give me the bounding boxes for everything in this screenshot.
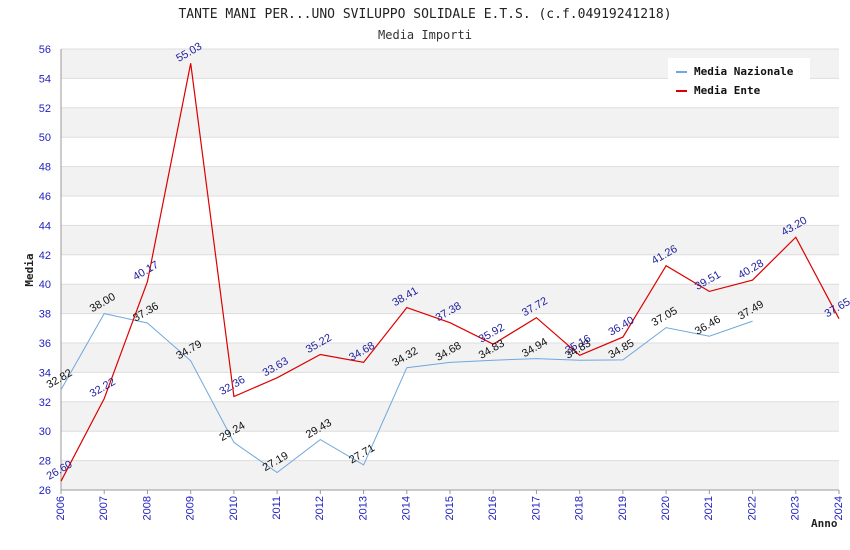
x-tick-label: 2018 [574,496,586,520]
x-tick-label: 2007 [98,496,110,520]
y-tick-label: 50 [39,132,51,144]
data-label-media-ente: 40.28 [736,257,766,281]
x-tick-label: 2022 [746,496,758,520]
y-tick-label: 30 [39,426,51,438]
x-tick-label: 2013 [357,496,369,520]
series-layer [60,63,840,482]
grid-lines [61,48,839,491]
x-axis-ticks: 2006 2007 2008 2009 2010 2011 2012 2013 2014 2015… [55,490,845,520]
series-line-media-ente [60,63,840,482]
legend-box [668,58,810,102]
y-axis-ticks: 26 28 30 32 34 36 38 40 42 44 46 48 50 52 54 56 [39,44,51,497]
grid-band [61,166,839,196]
y-tick-label: 46 [39,191,51,203]
series-line-media-nazionale [60,313,753,474]
grid-band [61,343,839,373]
data-label-media-ente: 32.36 [217,374,247,398]
y-tick-label: 38 [39,309,51,321]
x-tick-label: 2017 [530,496,542,520]
y-tick-label: 44 [39,220,51,232]
grid-band [61,225,839,255]
x-tick-label: 2020 [660,496,672,520]
grid-band [61,401,839,432]
x-tick-label: 2016 [487,496,499,520]
y-tick-label: 54 [39,73,51,85]
grid-band [61,284,839,314]
y-tick-label: 42 [39,250,51,262]
x-axis-label: Anno [811,517,838,530]
x-tick-label: 2006 [55,496,67,520]
y-tick-label: 52 [39,103,51,115]
x-tick-label: 2008 [141,496,153,520]
data-label-media-ente: 36.40 [606,314,636,338]
data-label-media-nazionale: 36.46 [693,314,723,338]
x-tick-label: 2009 [185,496,197,520]
x-tick-label: 2019 [617,496,629,520]
x-tick-label: 2024 [833,496,845,520]
y-tick-label: 28 [39,456,51,468]
y-axis-label: Media [23,253,36,286]
y-tick-label: 26 [39,485,51,497]
y-tick-label: 40 [39,279,51,291]
chart-subtitle: Media Importi [378,28,472,42]
x-tick-label: 2014 [401,496,413,520]
legend-label-media-nazionale: Media Nazionale [694,65,794,78]
data-label-media-ente: 32.22 [88,376,118,400]
x-tick-label: 2011 [271,496,283,520]
x-tick-label: 2023 [790,496,802,520]
x-tick-label: 2012 [314,496,326,520]
chart-title: TANTE MANI PER...UNO SVILUPPO SOLIDALE E… [178,7,671,22]
grid-band [61,460,839,490]
x-tick-label: 2015 [444,496,456,520]
legend: Media Nazionale Media Ente [668,58,810,102]
legend-label-media-ente: Media Ente [694,84,761,97]
x-tick-label: 2010 [228,496,240,520]
y-tick-label: 34 [39,367,51,379]
grid-bands [61,49,839,490]
y-tick-label: 56 [39,44,51,56]
data-label-media-ente: 40.17 [131,259,161,283]
x-tick-label: 2021 [703,496,715,520]
y-tick-label: 32 [39,397,51,409]
y-tick-label: 36 [39,338,51,350]
grid-band [61,107,839,138]
y-tick-label: 48 [39,162,51,174]
